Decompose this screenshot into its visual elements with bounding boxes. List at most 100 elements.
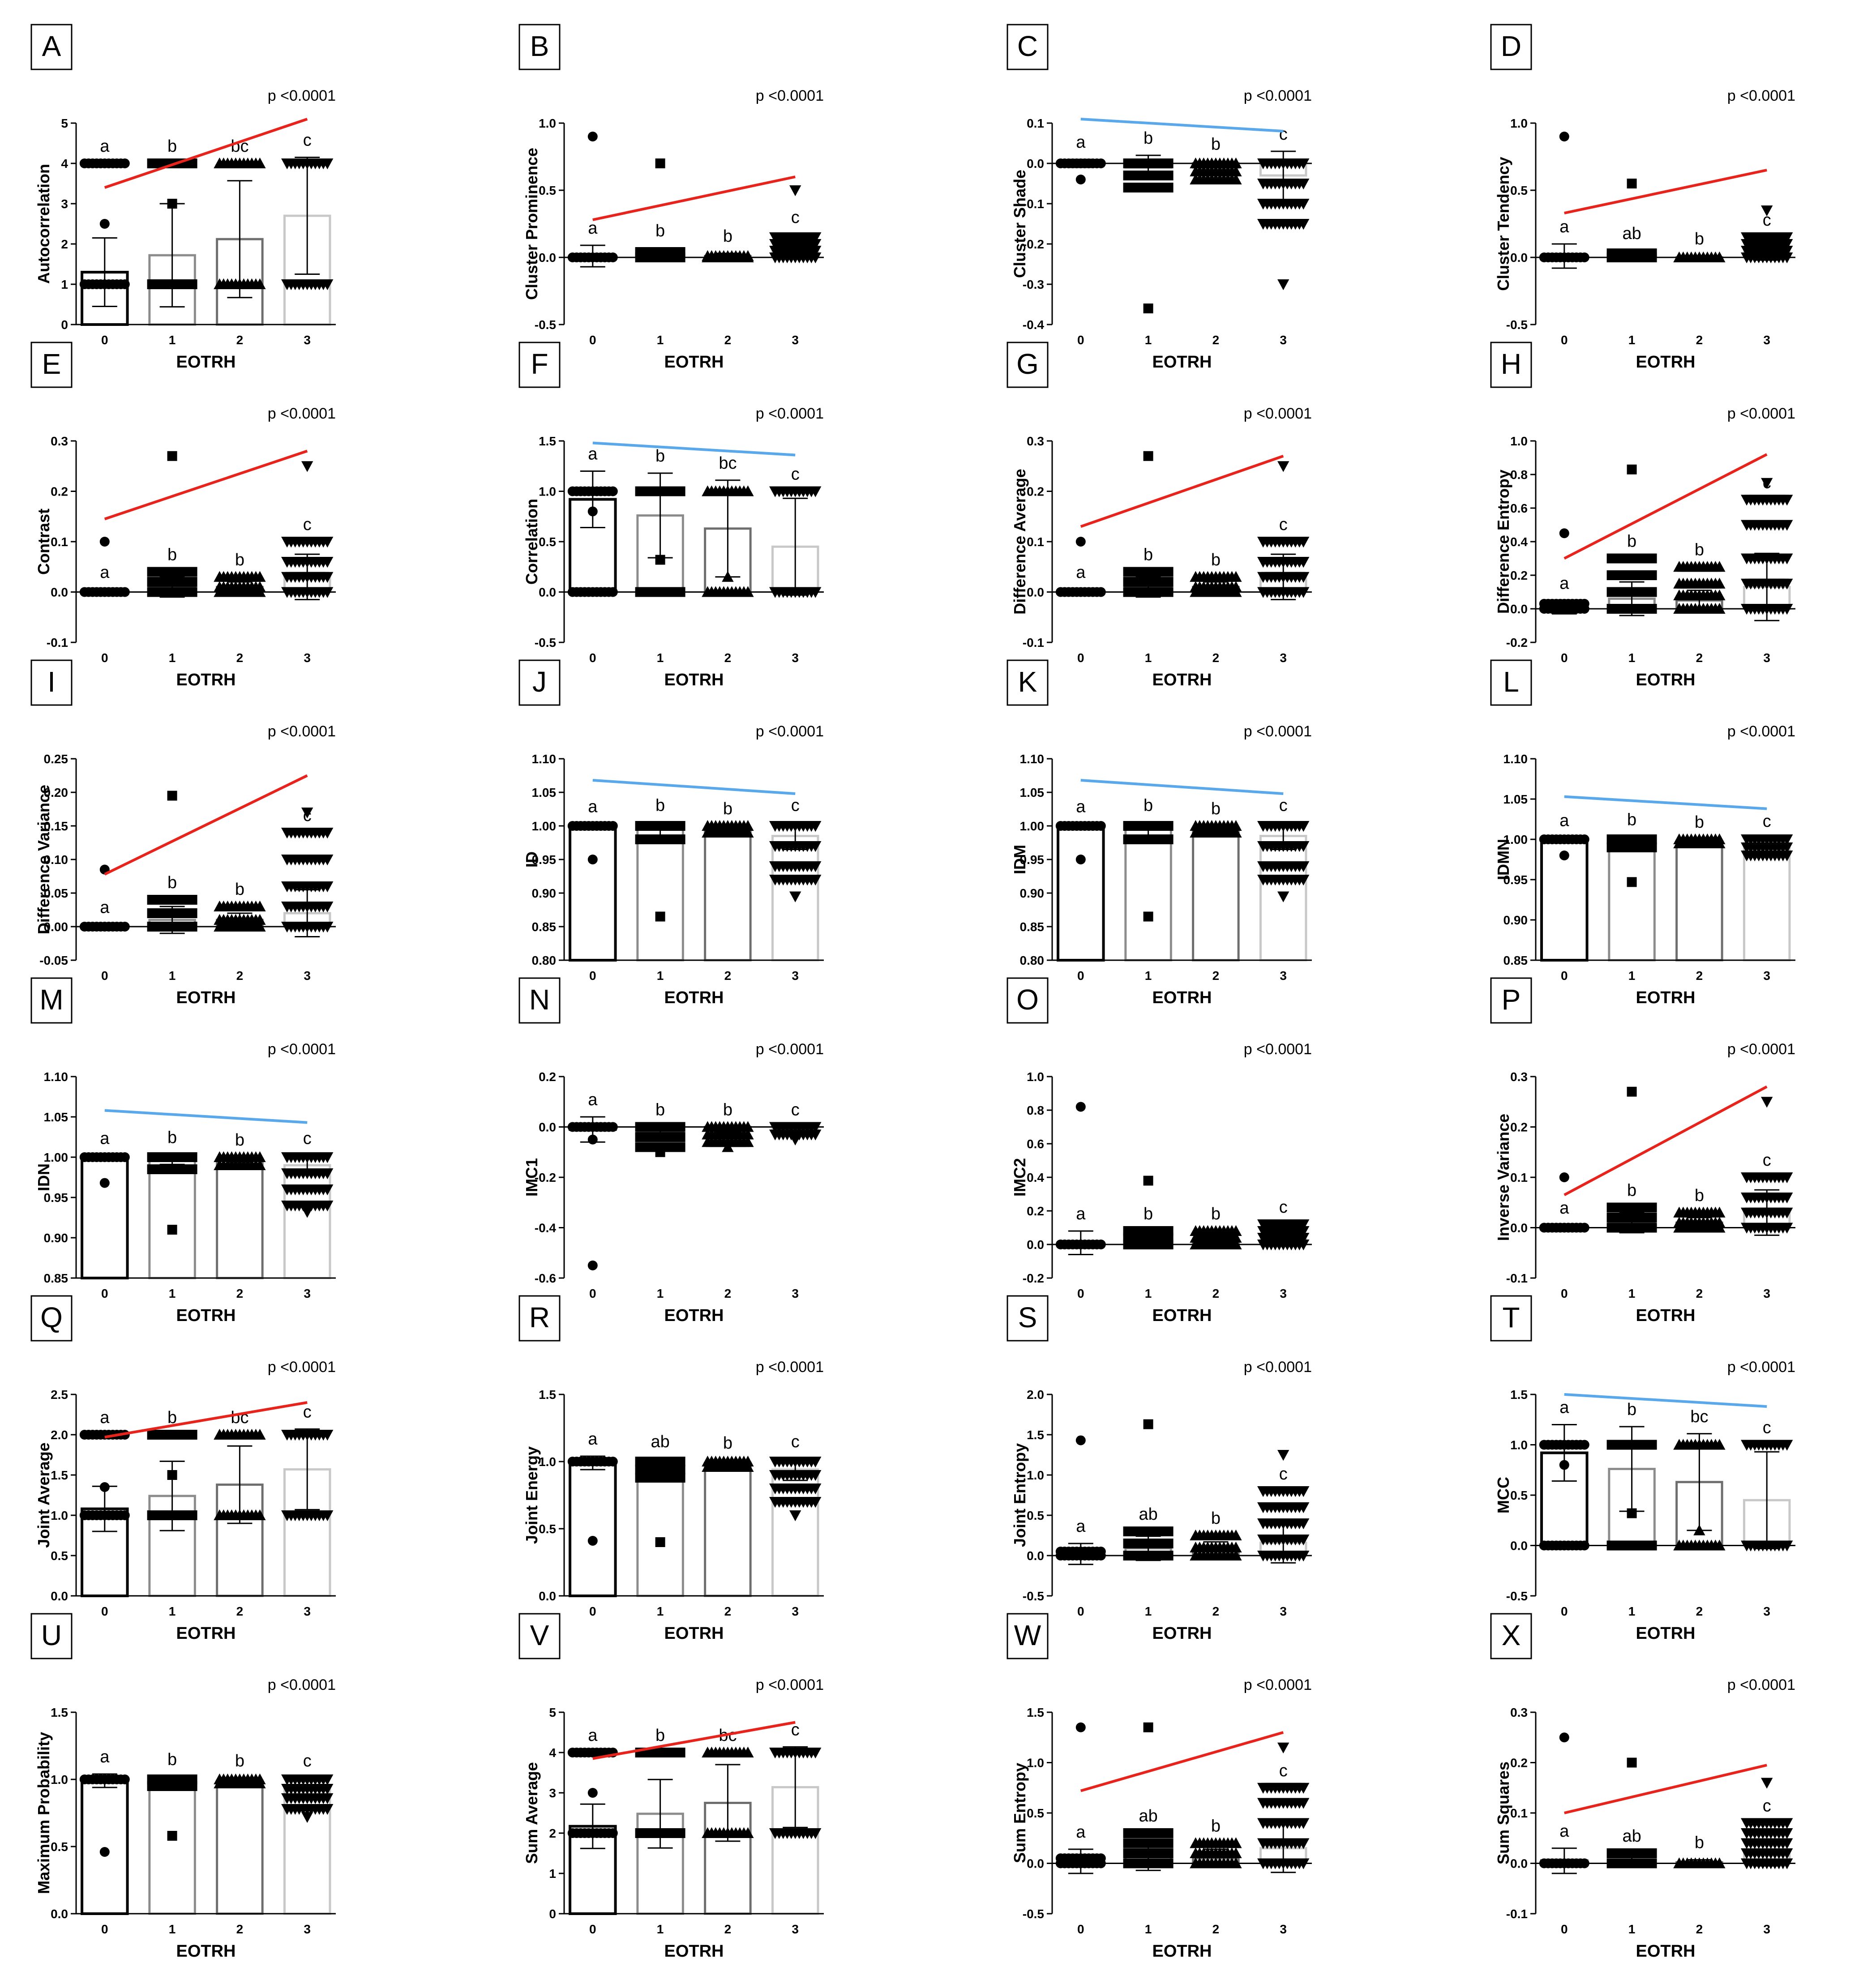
significance-letter: b xyxy=(235,880,244,899)
y-tick-label: 0.90 xyxy=(1503,913,1528,927)
x-tick-label: 1 xyxy=(169,1604,176,1618)
x-axis-label: EOTRH xyxy=(176,671,236,689)
y-tick-label: -0.2 xyxy=(1506,636,1528,650)
data-point xyxy=(1163,158,1174,168)
data-point xyxy=(1713,837,1726,848)
x-tick-label: 2 xyxy=(1212,651,1220,665)
data-point xyxy=(254,914,266,925)
data-point xyxy=(1781,520,1793,531)
significance-letter: b xyxy=(1695,813,1704,832)
significance-letter: c xyxy=(303,1129,312,1148)
significance-letter: a xyxy=(1076,798,1086,817)
significance-letter: b xyxy=(167,546,177,564)
x-axis-label: EOTRH xyxy=(1152,1942,1212,1961)
x-tick-label: 2 xyxy=(1696,1604,1703,1618)
trend-line xyxy=(1564,1764,1767,1814)
data-point xyxy=(1163,1226,1174,1236)
panel-letter-box xyxy=(518,1613,561,1659)
x-tick-label: 0 xyxy=(101,651,108,665)
data-point xyxy=(120,279,130,289)
x-tick-label: 2 xyxy=(724,1287,732,1300)
data-point xyxy=(1579,599,1589,609)
data-point xyxy=(742,826,754,838)
y-tick-label: 2.5 xyxy=(51,1388,68,1402)
y-tick-label: 1.5 xyxy=(51,1706,68,1719)
outlier-point xyxy=(1143,1176,1153,1186)
panel-letter-box xyxy=(1007,24,1049,70)
data-point xyxy=(1163,1828,1174,1838)
bar xyxy=(1057,825,1105,962)
panel-letter-box xyxy=(1007,1295,1049,1342)
y-tick-label: 0.90 xyxy=(44,1231,69,1245)
p-value-label: p <0.0001 xyxy=(1727,1041,1795,1058)
data-point xyxy=(254,920,266,932)
panel-letter-box xyxy=(1490,659,1532,706)
y-tick-label: 3 xyxy=(549,1786,556,1800)
outlier-point xyxy=(789,891,801,902)
y-tick-label: 0.1 xyxy=(1510,1806,1528,1820)
y-tick-label: 0.5 xyxy=(1510,1488,1528,1502)
data-point xyxy=(608,1828,618,1838)
data-point xyxy=(1230,157,1242,168)
trend-line xyxy=(592,441,796,457)
outlier-point xyxy=(167,1831,177,1841)
data-point xyxy=(254,1509,266,1520)
data-point xyxy=(1579,1440,1589,1450)
data-point xyxy=(1781,553,1793,564)
data-point xyxy=(742,1746,754,1757)
data-point xyxy=(321,881,334,893)
x-tick-label: 2 xyxy=(724,1604,732,1618)
significance-letter: b xyxy=(167,1750,177,1769)
panel-letter-box xyxy=(518,977,561,1024)
outlier-point xyxy=(1277,891,1289,902)
significance-letter: c xyxy=(791,465,800,484)
data-point xyxy=(1298,1838,1310,1849)
significance-letter: a xyxy=(100,1748,110,1766)
data-point xyxy=(675,1122,685,1132)
x-tick-label: 3 xyxy=(1763,1922,1770,1936)
bar xyxy=(1675,840,1723,962)
panel-letter: G xyxy=(1016,348,1039,380)
panel-letter-box xyxy=(518,24,561,70)
y-tick-label: -0.1 xyxy=(1023,197,1044,211)
data-point xyxy=(1647,604,1657,614)
y-tick-label: 0 xyxy=(549,1907,556,1921)
significance-letter: b xyxy=(655,222,665,240)
x-tick-label: 2 xyxy=(236,1604,244,1618)
outlier-point xyxy=(1627,179,1637,188)
outlier-point xyxy=(301,461,313,472)
significance-letter: b xyxy=(1144,546,1153,564)
y-tick-label: 1.0 xyxy=(1027,1756,1044,1770)
data-point xyxy=(1781,1223,1793,1234)
data-point xyxy=(254,278,266,289)
panel-I: Ip <0.0001 Difference Variance -0.05 0.00 0.… xyxy=(30,659,336,1007)
trend-line xyxy=(592,1721,796,1760)
data-point xyxy=(321,587,334,598)
outlier-point xyxy=(655,1147,665,1157)
data-point xyxy=(187,567,197,577)
panel-T: Tp <0.0001 MCC -0.5 0.0 0.5 1.0 1.5 a b bc c 0 1 2 3 EO… xyxy=(1490,1295,1795,1643)
panel-letter-box xyxy=(1007,659,1049,706)
x-tick-label: 1 xyxy=(1628,1922,1636,1936)
x-tick-label: 2 xyxy=(1696,333,1703,347)
y-tick-label: 0.85 xyxy=(1503,953,1528,967)
y-tick-label: 0.5 xyxy=(1510,184,1528,197)
p-value-label: p <0.0001 xyxy=(756,87,824,104)
panel-U: Up <0.0001 Maximum Probability 0.0 0.5 1.0 1.… xyxy=(30,1613,336,1961)
x-tick-label: 1 xyxy=(1145,1922,1152,1936)
panel-J: Jp <0.0001 ID 0.80 0.85 0.90 0.95 1.00 1.05 1.10… xyxy=(518,659,824,1007)
y-tick-label: 0.0 xyxy=(539,586,556,599)
x-axis-label: EOTRH xyxy=(1636,353,1696,372)
y-tick-label: 0.2 xyxy=(1027,485,1044,499)
y-tick-label: 0.4 xyxy=(1027,1171,1044,1184)
p-value-label: p <0.0001 xyxy=(756,1359,824,1376)
y-axis-label: Cluster Shade xyxy=(1011,170,1029,278)
panel-letter-box xyxy=(1490,977,1532,1024)
y-tick-label: -0.1 xyxy=(47,636,68,650)
y-tick-label: 1.0 xyxy=(1510,434,1528,448)
outlier-point xyxy=(1761,1778,1773,1789)
y-tick-label: 0.95 xyxy=(1503,873,1528,887)
data-point xyxy=(810,1497,822,1508)
x-tick-label: 1 xyxy=(1628,1604,1636,1618)
data-point xyxy=(1230,1847,1242,1858)
